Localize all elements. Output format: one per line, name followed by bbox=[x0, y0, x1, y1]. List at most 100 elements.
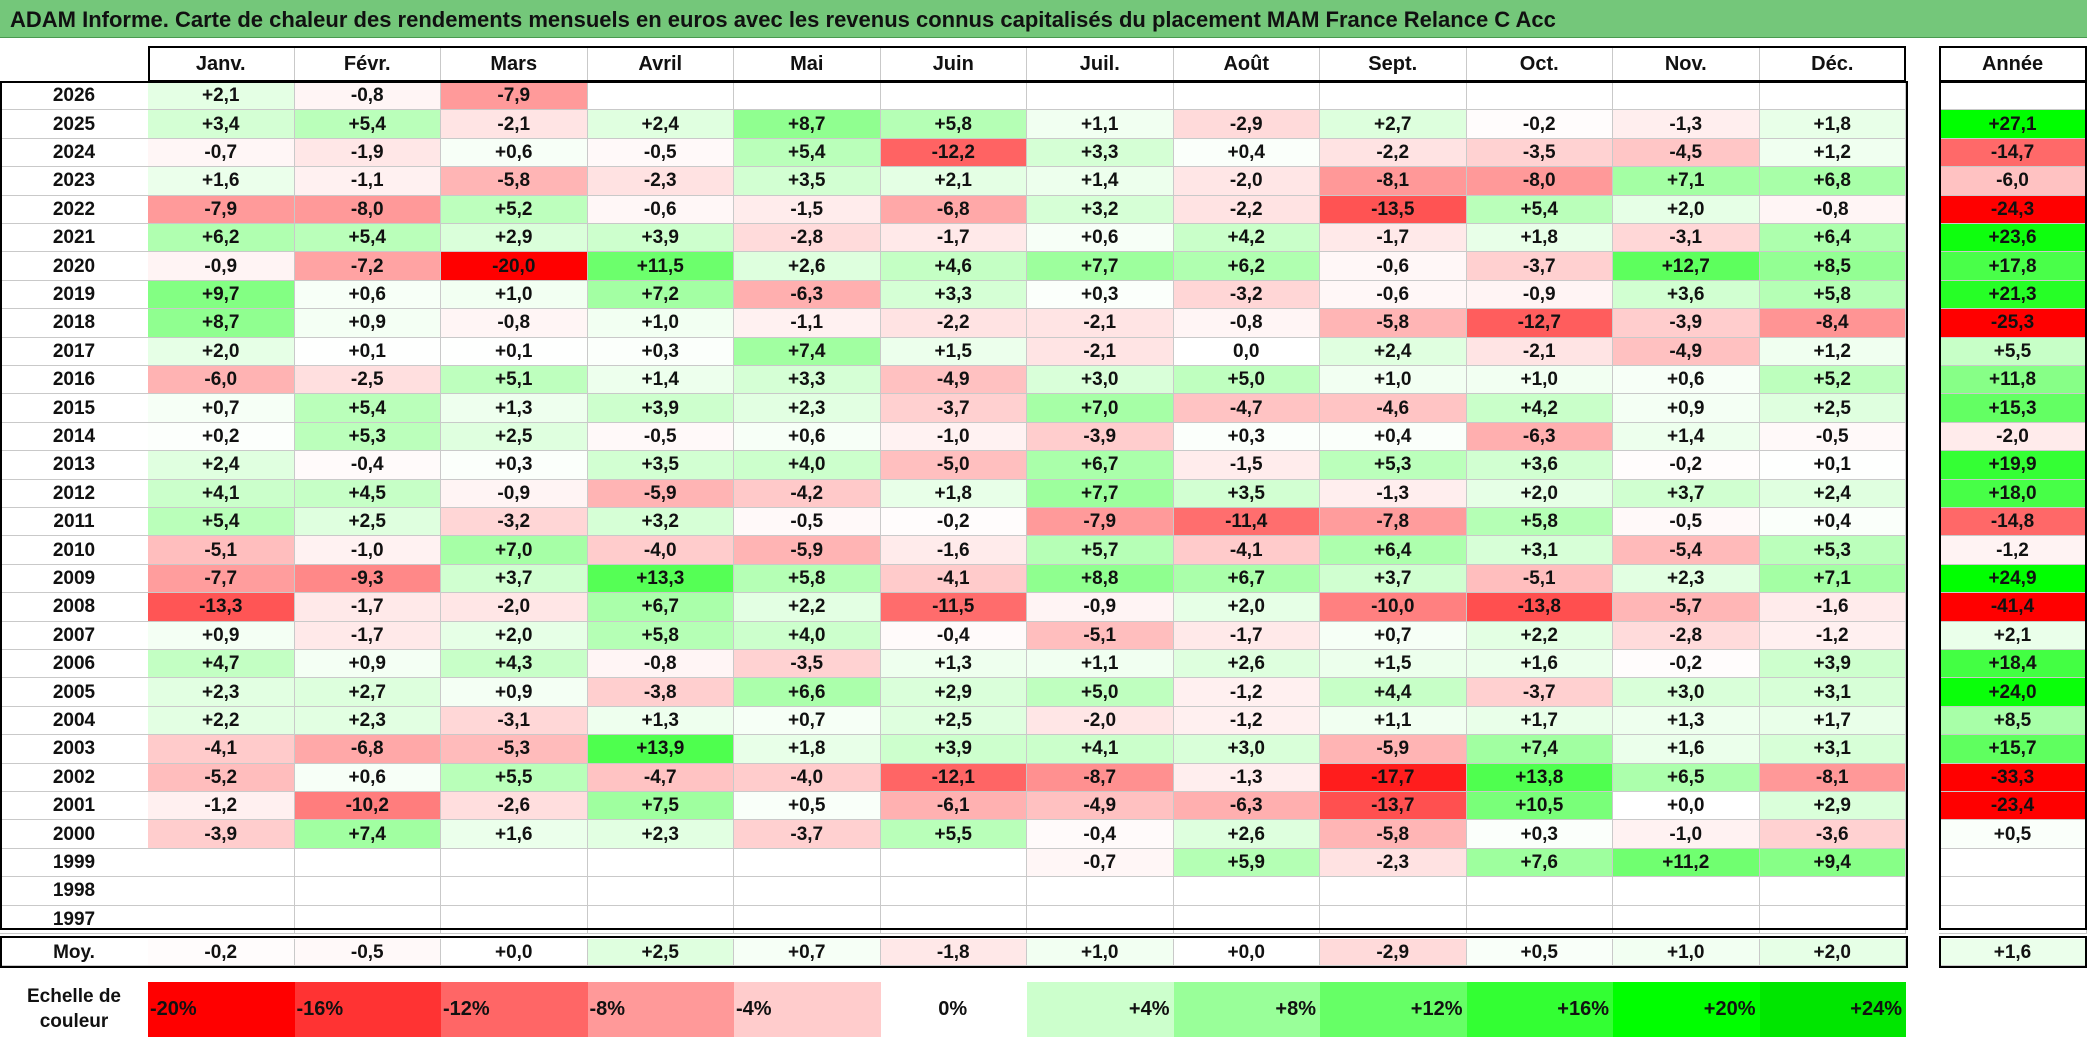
monthly-return-cell: -0,6 bbox=[587, 195, 734, 224]
monthly-return-cell: +0,9 bbox=[1613, 394, 1760, 423]
monthly-return-cell: +7,7 bbox=[1027, 479, 1174, 508]
year-label: 2003 bbox=[0, 735, 148, 764]
year-label: 2007 bbox=[0, 622, 148, 650]
monthly-return-cell: -3,5 bbox=[734, 650, 881, 679]
monthly-return-cell: +5,4 bbox=[148, 508, 295, 537]
month-header: Févr. bbox=[294, 46, 441, 82]
monthly-return-cell: +6,6 bbox=[734, 678, 881, 707]
monthly-return-cell: +1,3 bbox=[587, 706, 734, 736]
monthly-return-cell: -0,6 bbox=[1320, 280, 1467, 310]
monthly-return-cell: -1,9 bbox=[294, 138, 441, 168]
monthly-return-cell: +3,7 bbox=[1320, 564, 1467, 594]
year-label: 2019 bbox=[0, 281, 148, 310]
monthly-return-cell: -6,3 bbox=[1173, 792, 1320, 821]
monthly-return-cell: +1,6 bbox=[1466, 650, 1613, 679]
monthly-return-cell: 0,0 bbox=[1173, 337, 1320, 366]
year-label: 2024 bbox=[0, 139, 148, 168]
year-label: 2008 bbox=[0, 593, 148, 622]
legend-swatch: -16% bbox=[294, 982, 441, 1037]
monthly-return-cell: +7,0 bbox=[1027, 394, 1174, 423]
legend-swatch: +16% bbox=[1466, 982, 1613, 1037]
monthly-return-cell: -4,1 bbox=[148, 735, 295, 764]
monthly-return-cell: -0,8 bbox=[1759, 195, 1906, 224]
monthly-return-cell: +5,8 bbox=[880, 110, 1027, 139]
month-header: Mars bbox=[441, 46, 588, 82]
monthly-return-cell: -0,5 bbox=[734, 508, 881, 537]
monthly-return-cell: +0,9 bbox=[148, 621, 295, 650]
monthly-return-cell: +0,9 bbox=[294, 650, 441, 679]
monthly-return-cell: +3,0 bbox=[1173, 735, 1320, 764]
monthly-return-cell: -0,7 bbox=[148, 138, 295, 168]
monthly-return-cell: +7,0 bbox=[441, 536, 588, 565]
monthly-return-cell: -3,2 bbox=[1173, 280, 1320, 310]
monthly-return-cell: -5,9 bbox=[1320, 735, 1467, 764]
monthly-return-cell: +5,4 bbox=[734, 138, 881, 168]
monthly-return-cell: -3,6 bbox=[1759, 820, 1906, 849]
monthly-return-cell: +4,1 bbox=[1027, 735, 1174, 764]
monthly-return-cell: +2,2 bbox=[734, 593, 881, 622]
monthly-return-cell: +6,2 bbox=[148, 224, 295, 253]
monthly-return-cell: +4,2 bbox=[1173, 224, 1320, 253]
monthly-return-cell: +1,6 bbox=[441, 820, 588, 849]
monthly-return-cell: -8,4 bbox=[1759, 309, 1906, 338]
monthly-return-cell: +7,2 bbox=[587, 280, 734, 310]
monthly-return-cell: +5,7 bbox=[1027, 536, 1174, 565]
monthly-return-cell: +2,5 bbox=[1759, 394, 1906, 423]
monthly-return-cell: -6,8 bbox=[294, 735, 441, 764]
monthly-return-cell: +0,4 bbox=[1759, 508, 1906, 537]
monthly-return-cell: +0,6 bbox=[294, 280, 441, 310]
annual-return-cell: +17,8 bbox=[1939, 252, 2087, 281]
annual-return-cell bbox=[1939, 82, 2087, 111]
monthly-return-cell: -7,9 bbox=[148, 195, 295, 224]
monthly-return-cell: +2,5 bbox=[441, 422, 588, 452]
monthly-return-cell: +2,4 bbox=[148, 451, 295, 480]
monthly-return-cell: -11,5 bbox=[880, 593, 1027, 622]
monthly-return-cell: -3,7 bbox=[734, 820, 881, 849]
monthly-return-cell: +7,7 bbox=[1027, 252, 1174, 281]
monthly-return-cell: +1,1 bbox=[1320, 706, 1467, 736]
monthly-return-cell: +3,2 bbox=[1027, 195, 1174, 224]
monthly-return-cell: -5,2 bbox=[148, 763, 295, 792]
monthly-return-cell: -3,9 bbox=[1027, 422, 1174, 452]
monthly-return-cell: -8,1 bbox=[1759, 763, 1906, 792]
average-return-cell: -0,5 bbox=[294, 939, 441, 966]
monthly-return-cell: +4,0 bbox=[734, 621, 881, 650]
monthly-return-cell: -7,8 bbox=[1320, 508, 1467, 537]
legend-swatch: +4% bbox=[1027, 982, 1174, 1037]
monthly-return-cell: +2,9 bbox=[441, 224, 588, 253]
month-header: Nov. bbox=[1613, 46, 1760, 82]
monthly-return-cell: -3,8 bbox=[587, 678, 734, 707]
legend-swatch: +24% bbox=[1759, 982, 1906, 1037]
monthly-return-cell: +2,6 bbox=[1173, 820, 1320, 849]
monthly-return-cell: -8,1 bbox=[1320, 167, 1467, 196]
year-label: 2014 bbox=[0, 423, 148, 452]
monthly-return-cell: +5,5 bbox=[880, 820, 1027, 849]
year-label: 2018 bbox=[0, 309, 148, 338]
annual-return-cell: -14,7 bbox=[1939, 138, 2087, 168]
year-label: 2011 bbox=[0, 508, 148, 537]
year-label: 2010 bbox=[0, 536, 148, 565]
monthly-return-cell: +0,4 bbox=[1320, 422, 1467, 452]
monthly-return-cell: +7,4 bbox=[294, 820, 441, 849]
monthly-return-cell: -17,7 bbox=[1320, 763, 1467, 792]
monthly-return-cell: +5,3 bbox=[294, 422, 441, 452]
monthly-return-cell: -2,2 bbox=[880, 309, 1027, 338]
monthly-return-cell: +2,0 bbox=[1173, 593, 1320, 622]
monthly-return-cell: +10,5 bbox=[1466, 792, 1613, 821]
monthly-return-cell: +1,1 bbox=[1027, 110, 1174, 139]
monthly-return-cell bbox=[1759, 905, 1906, 934]
monthly-return-cell: -7,7 bbox=[148, 564, 295, 594]
monthly-return-cell: -10,0 bbox=[1320, 593, 1467, 622]
monthly-return-cell: -5,1 bbox=[1027, 621, 1174, 650]
year-label: 2009 bbox=[0, 565, 148, 594]
annual-return-cell bbox=[1939, 877, 2087, 906]
monthly-return-cell: +2,3 bbox=[734, 394, 881, 423]
monthly-return-cell: +1,8 bbox=[1759, 110, 1906, 139]
monthly-return-cell: +12,7 bbox=[1613, 252, 1760, 281]
monthly-return-cell: -5,0 bbox=[880, 451, 1027, 480]
monthly-return-cell: +13,8 bbox=[1466, 763, 1613, 792]
average-return-cell: +0,0 bbox=[441, 939, 588, 966]
monthly-return-cell: +4,6 bbox=[880, 252, 1027, 281]
monthly-return-cell: +0,6 bbox=[734, 422, 881, 452]
average-return-cell: +1,0 bbox=[1027, 939, 1174, 966]
